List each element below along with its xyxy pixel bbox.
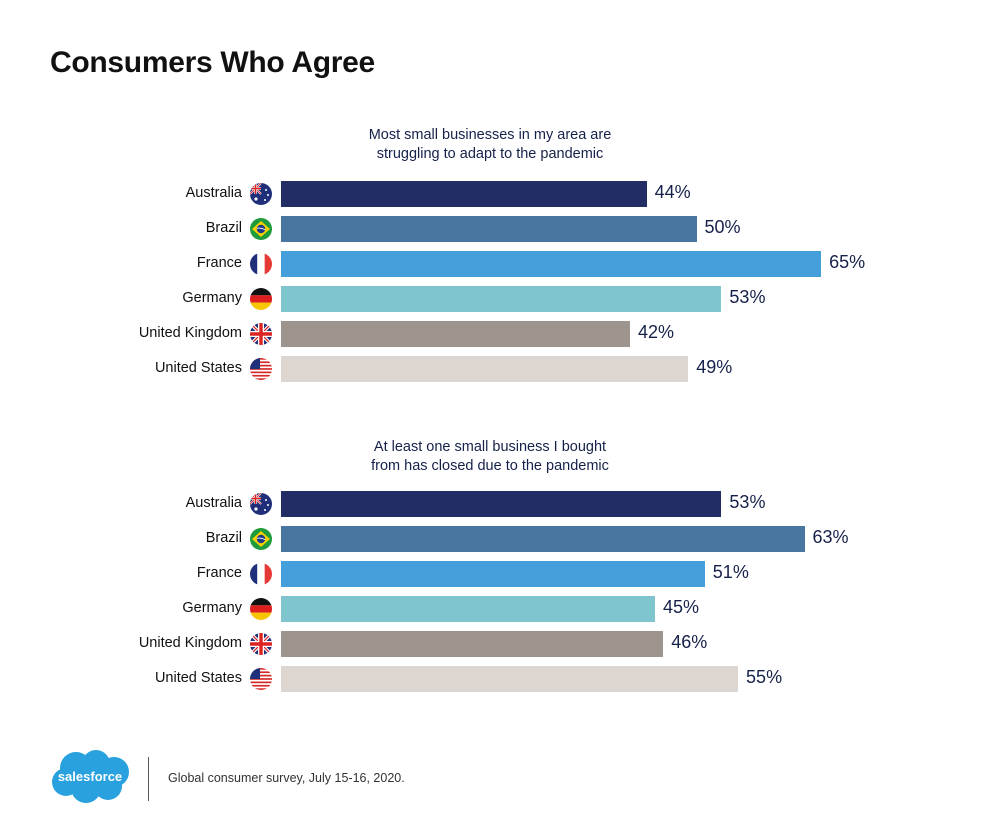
bar-row: Germany 53%: [0, 286, 1000, 312]
france-flag-icon: [250, 563, 272, 585]
bar-row: United States 49%: [0, 356, 1000, 382]
bar: [281, 596, 655, 622]
chart-title: Most small businesses in my area are str…: [300, 126, 680, 164]
category-label: Australia: [185, 495, 242, 511]
bar: [281, 491, 722, 517]
category-label: United Kingdom: [138, 635, 242, 651]
bar-row: France 51%: [0, 561, 1000, 587]
value-label: 53%: [729, 492, 766, 512]
us-flag-icon: [250, 668, 272, 690]
bar: [281, 666, 739, 692]
value-label: 53%: [729, 287, 766, 307]
germany-flag-icon: [250, 598, 272, 620]
us-flag-icon: [250, 358, 272, 380]
category-label: Germany: [182, 600, 242, 616]
chart-title-line: Most small businesses in my area are: [368, 127, 612, 143]
bar-row: Brazil 50%: [0, 216, 1000, 242]
bar-row: Australia 44%: [0, 181, 1000, 207]
category-label: France: [196, 255, 242, 271]
logo-text: salesforce: [58, 769, 122, 784]
germany-flag-icon: [250, 288, 272, 310]
category-label: Australia: [185, 185, 242, 201]
bar-row: Germany 45%: [0, 596, 1000, 622]
australia-flag-icon: [250, 183, 272, 205]
bar-row: France 65%: [0, 251, 1000, 277]
value-label: 42%: [638, 322, 675, 342]
category-label: Brazil: [205, 220, 242, 236]
bar: [281, 561, 705, 587]
australia-flag-icon: [250, 493, 272, 515]
value-label: 44%: [654, 182, 691, 202]
bar: [281, 631, 664, 657]
chart-title-line: from has closed due to the pandemic: [371, 458, 609, 474]
bar: [281, 251, 822, 277]
category-label: Brazil: [205, 530, 242, 546]
uk-flag-icon: [250, 323, 272, 345]
source-note: Global consumer survey, July 15-16, 2020…: [168, 771, 405, 785]
value-label: 65%: [829, 252, 866, 272]
bar: [281, 181, 647, 207]
uk-flag-icon: [250, 633, 272, 655]
category-label: France: [196, 565, 242, 581]
brazil-flag-icon: [250, 528, 272, 550]
category-label: United Kingdom: [138, 325, 242, 341]
value-label: 45%: [662, 597, 699, 617]
category-label: United States: [154, 360, 242, 376]
bar: [281, 216, 697, 242]
category-label: Germany: [182, 290, 242, 306]
bar-row: United Kingdom 42%: [0, 321, 1000, 347]
france-flag-icon: [250, 253, 272, 275]
category-label: United States: [154, 670, 242, 686]
chart-title: At least one small business I bought fro…: [300, 438, 680, 476]
value-label: 46%: [671, 632, 708, 652]
brazil-flag-icon: [250, 218, 272, 240]
bar: [281, 356, 689, 382]
bar-row: Brazil 63%: [0, 526, 1000, 552]
value-label: 55%: [746, 667, 783, 687]
bar-row: United States 55%: [0, 666, 1000, 692]
bar: [281, 286, 722, 312]
value-label: 50%: [704, 217, 741, 237]
bar: [281, 526, 805, 552]
value-label: 51%: [712, 562, 749, 582]
bar-row: United Kingdom 46%: [0, 631, 1000, 657]
value-label: 63%: [812, 527, 849, 547]
bar-row: Australia 53%: [0, 491, 1000, 517]
value-label: 49%: [696, 357, 733, 377]
chart-title-line: struggling to adapt to the pandemic: [376, 146, 604, 162]
page-title: Consumers Who Agree: [50, 46, 375, 79]
bar: [281, 321, 631, 347]
chart-title-line: At least one small business I bought: [373, 439, 607, 455]
salesforce-logo: salesforce: [52, 750, 129, 803]
footer-divider: [148, 757, 149, 801]
